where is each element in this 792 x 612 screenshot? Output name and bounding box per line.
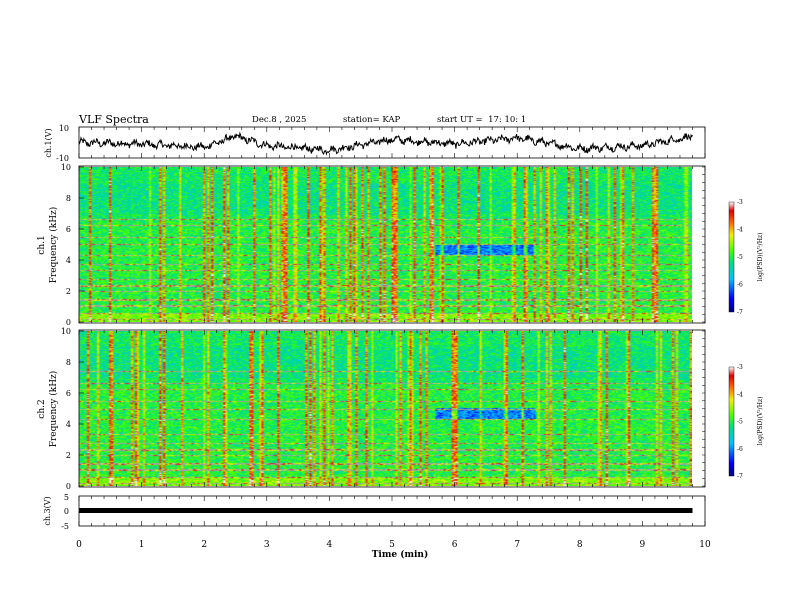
start-ut-label: start UT = 17: 10: 1 bbox=[437, 115, 526, 125]
time-axis-tick-labels: 0 1 2 3 4 5 6 7 8 9 10 bbox=[76, 540, 711, 550]
colorbar-ch2-tick-label: -4 bbox=[737, 391, 743, 398]
waveform-ytick-bottom: -10 bbox=[56, 154, 69, 163]
spectrogram-ch1-ylabel-channel: ch.1 bbox=[37, 235, 47, 254]
colorbar-ch2-tick-label: -6 bbox=[737, 446, 743, 453]
spectrogram-ch1-ytick-label: 6 bbox=[66, 225, 71, 234]
colorbar-ch2-gradient bbox=[728, 366, 735, 477]
waveform-ytick-top: 10 bbox=[59, 124, 69, 133]
ch3-level-line bbox=[79, 508, 693, 513]
spectrogram-ch1-ytick-label: 8 bbox=[66, 194, 71, 203]
spectrogram-ch2-image bbox=[79, 331, 692, 486]
spectrogram-ch2-ytick-label: 6 bbox=[66, 389, 71, 398]
colorbar-ch1: -3 -4 -5 -6 -7 log(PSD)(V²/Hz) bbox=[728, 199, 764, 316]
time-axis-tick-label: 8 bbox=[577, 540, 583, 550]
spectrogram-ch2-ytick-label: 8 bbox=[66, 358, 71, 367]
spectrogram-ch1-ytick-label: 0 bbox=[66, 318, 71, 327]
time-axis-tick-label: 9 bbox=[640, 540, 646, 550]
ch3-ylabel: ch.3(V) bbox=[43, 496, 52, 525]
time-axis-tick-label: 10 bbox=[699, 540, 711, 550]
spectrogram-ch1-ytick-label: 4 bbox=[66, 256, 71, 265]
spectrogram-ch1-ylabel: Frequency (kHz) bbox=[48, 207, 59, 284]
colorbar-ch2-tick-label: -7 bbox=[737, 473, 743, 480]
spectrogram-ch2-ytick-label: 10 bbox=[61, 327, 71, 336]
colorbar-ch1-gradient bbox=[728, 201, 735, 313]
time-axis-tick-label: 1 bbox=[139, 540, 145, 550]
time-axis-tick-label: 3 bbox=[264, 540, 270, 550]
time-axis-tick-label: 7 bbox=[514, 540, 520, 550]
spectrogram-ch1-image bbox=[79, 167, 692, 322]
waveform-line bbox=[78, 131, 693, 156]
colorbar-ch2-tick-label: -3 bbox=[737, 364, 743, 371]
ch3-panel: 5 0 -5 ch.3(V) bbox=[43, 493, 706, 531]
spectrogram-ch1-panel: 0 2 4 6 8 10 ch.1 Frequency (kHz) bbox=[37, 163, 706, 327]
date-label: Dec.8 , 2025 bbox=[252, 115, 306, 125]
time-axis-tick-label: 0 bbox=[76, 540, 82, 550]
chart-title: VLF Spectra bbox=[78, 113, 149, 126]
colorbar-ch1-tick-label: -6 bbox=[737, 282, 743, 289]
time-axis-label: Time (min) bbox=[372, 549, 429, 560]
colorbar-ch1-tick-label: -5 bbox=[737, 254, 743, 261]
colorbar-ch2-label: log(PSD)(V²/Hz) bbox=[757, 397, 764, 446]
waveform-ylabel: ch.1(V) bbox=[44, 128, 53, 157]
time-axis-tick-label: 2 bbox=[201, 540, 207, 550]
station-label: station= KAP bbox=[343, 115, 401, 125]
spectrogram-ch2-ytick-label: 2 bbox=[66, 451, 71, 460]
ch3-ytick-mid: 0 bbox=[64, 507, 69, 516]
colorbar-ch1-tick-label: -4 bbox=[737, 227, 743, 234]
ch3-ytick-bottom: -5 bbox=[61, 522, 69, 531]
colorbar-ch1-tick-label: -7 bbox=[737, 309, 743, 316]
spectrogram-ch2-ytick-label: 0 bbox=[66, 482, 71, 491]
spectrogram-ch1-ytick-label: 2 bbox=[66, 287, 71, 296]
colorbar-ch1-tick-label: -3 bbox=[737, 199, 743, 206]
colorbar-ch2: -3 -4 -5 -6 -7 log(PSD)(V²/Hz) bbox=[728, 364, 764, 480]
time-axis-tick-label: 6 bbox=[452, 540, 458, 550]
time-axis-tick-label: 5 bbox=[389, 540, 395, 550]
time-axis-ticks bbox=[78, 127, 706, 526]
waveform-panel: 10 -10 ch.1(V) bbox=[44, 124, 706, 163]
spectrogram-ch2-ylabel: Frequency (kHz) bbox=[48, 371, 59, 448]
spectrogram-ch2-ylabel-channel: ch.2 bbox=[37, 399, 47, 418]
colorbar-ch1-label: log(PSD)(V²/Hz) bbox=[757, 233, 764, 282]
spectrogram-ch1-ytick-label: 10 bbox=[61, 163, 71, 172]
time-axis-tick-label: 4 bbox=[327, 540, 333, 550]
ch3-ytick-top: 5 bbox=[64, 493, 69, 502]
spectrogram-ch2-ytick-label: 4 bbox=[66, 420, 71, 429]
spectrogram-ch2-panel: 0 2 4 6 8 10 ch.2 Frequency (kHz) bbox=[37, 327, 706, 491]
waveform-frame bbox=[78, 126, 706, 159]
colorbar-ch2-tick-label: -5 bbox=[737, 419, 743, 426]
